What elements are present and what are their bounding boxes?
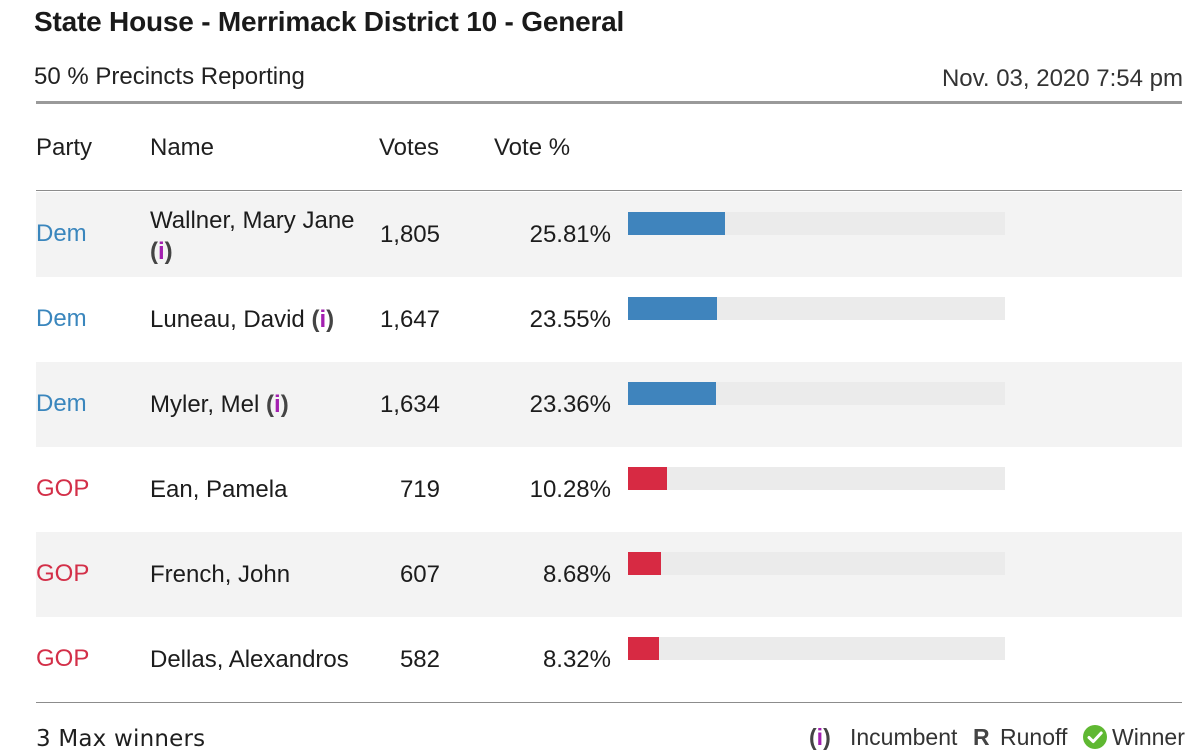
vote-count: 582 xyxy=(399,646,440,673)
result-row: GOP Ean, Pamela 719 10.28% xyxy=(36,447,1182,532)
precincts-reporting: 50 % Precincts Reporting xyxy=(34,63,305,90)
candidate-name-text: Dellas, Alexandros xyxy=(150,646,349,673)
column-header-name: Name xyxy=(150,134,215,161)
legend-incumbent-marker: (i) xyxy=(809,724,831,750)
header-divider xyxy=(36,101,1182,104)
incumbent-marker: (i) xyxy=(311,306,335,333)
result-row: GOP Dellas, Alexandros 582 8.32% xyxy=(36,617,1182,702)
vote-percent: 23.55% xyxy=(529,306,611,333)
candidate-name: French, John xyxy=(150,559,290,590)
party-label: Dem xyxy=(36,220,87,247)
vote-bar xyxy=(628,467,667,490)
vote-percent: 8.68% xyxy=(542,561,611,588)
candidate-name-text: French, John xyxy=(150,561,291,588)
vote-count: 1,634 xyxy=(379,391,440,418)
party-label: Dem xyxy=(36,390,87,417)
vote-percent: 10.28% xyxy=(529,476,611,503)
vote-bar xyxy=(628,382,716,405)
vote-bar xyxy=(628,552,661,575)
candidate-name-text: Ean, Pamela xyxy=(150,476,288,503)
result-row: Dem Wallner, Mary Jane (i) 1,805 25.81% xyxy=(36,192,1182,277)
vote-bar-track xyxy=(628,552,1005,575)
vote-bar-track xyxy=(628,297,1005,320)
candidate-name: Myler, Mel (i) xyxy=(150,389,289,420)
candidate-name: Dellas, Alexandros xyxy=(150,644,349,675)
page-title: State House - Merrimack District 10 - Ge… xyxy=(34,6,625,37)
party-label: GOP xyxy=(36,475,90,502)
column-header-vote-pct: Vote % xyxy=(494,134,571,161)
party-label: Dem xyxy=(36,305,87,332)
max-winners-note: 3 Max winners xyxy=(36,726,206,752)
candidate-name: Ean, Pamela xyxy=(150,474,287,505)
table-header-divider xyxy=(36,190,1182,191)
result-row: Dem Luneau, David (i) 1,647 23.55% xyxy=(36,277,1182,362)
candidate-name: Luneau, David (i) xyxy=(150,304,334,335)
vote-bar-track xyxy=(628,467,1005,490)
party-label: GOP xyxy=(36,645,90,672)
vote-bar xyxy=(628,212,725,235)
legend-incumbent-label: Incumbent xyxy=(850,724,958,750)
candidate-name-text: Luneau, David xyxy=(150,306,305,333)
check-circle-icon xyxy=(1083,725,1107,749)
vote-percent: 25.81% xyxy=(529,221,611,248)
candidate-name: Wallner, Mary Jane (i) xyxy=(150,205,355,267)
updated-timestamp: Nov. 03, 2020 7:54 pm xyxy=(941,65,1183,92)
legend-runoff-marker: R xyxy=(973,724,990,750)
vote-count: 1,647 xyxy=(379,306,440,333)
candidate-name-text: Wallner, Mary Jane xyxy=(150,207,355,234)
vote-percent: 23.36% xyxy=(529,391,611,418)
legend-winner-label: Winner xyxy=(1112,724,1185,750)
vote-bar xyxy=(628,297,717,320)
vote-bar-track xyxy=(628,382,1005,405)
result-row: GOP French, John 607 8.68% xyxy=(36,532,1182,617)
vote-count: 607 xyxy=(399,561,440,588)
column-header-party: Party xyxy=(36,134,93,161)
vote-bar-track xyxy=(628,212,1005,235)
column-header-votes: Votes xyxy=(379,134,440,161)
vote-bar xyxy=(628,637,659,660)
incumbent-marker: (i) xyxy=(266,391,289,418)
vote-count: 1,805 xyxy=(379,221,440,248)
legend-runoff-label: Runoff xyxy=(1000,724,1068,750)
candidate-name-text: Myler, Mel xyxy=(150,391,260,418)
party-label: GOP xyxy=(36,560,90,587)
table-footer-divider xyxy=(36,702,1182,703)
incumbent-marker: (i) xyxy=(150,238,173,265)
vote-bar-track xyxy=(628,637,1005,660)
vote-percent: 8.32% xyxy=(542,646,611,673)
result-row: Dem Myler, Mel (i) 1,634 23.36% xyxy=(36,362,1182,447)
vote-count: 719 xyxy=(399,476,440,503)
